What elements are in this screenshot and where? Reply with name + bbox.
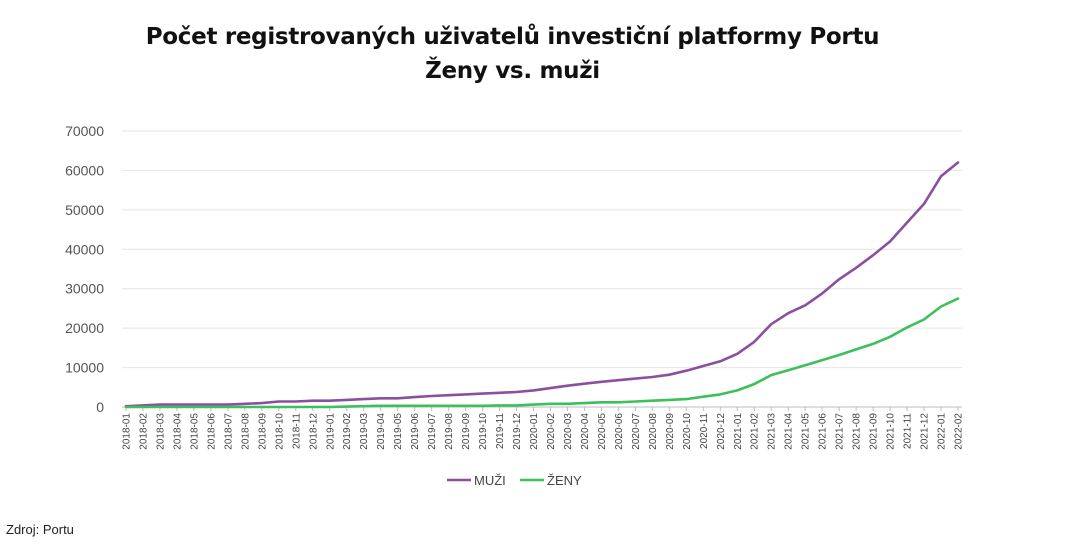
x-tick-label: 2018-03: [155, 413, 166, 450]
x-tick-label: 2019-02: [342, 413, 353, 450]
x-tick-label: 2020-05: [597, 413, 608, 450]
x-tick-label: 2021-08: [852, 413, 863, 450]
x-tick-label: 2020-01: [529, 413, 540, 450]
x-tick-label: 2019-12: [512, 413, 523, 450]
x-tick-label: 2018-08: [240, 413, 251, 450]
x-tick-label: 2019-03: [359, 413, 370, 450]
x-tick-label: 2021-11: [903, 413, 914, 449]
x-tick-label: 2021-03: [767, 413, 778, 450]
x-tick-label: 2020-10: [682, 413, 693, 450]
x-tick-label: 2021-05: [801, 413, 812, 450]
x-tick-label: 2018-05: [189, 413, 200, 450]
x-tick-label: 2018-02: [138, 413, 149, 450]
x-tick-label: 2022-01: [937, 413, 948, 450]
x-tick-label: 2019-04: [376, 413, 387, 450]
x-tick-label: 2019-06: [410, 413, 421, 450]
x-tick-label: 2020-08: [648, 413, 659, 450]
y-tick-label: 70000: [65, 123, 104, 139]
series-line-muži: [124, 161, 960, 408]
x-tick-label: 2019-08: [444, 413, 455, 450]
x-tick-label: 2020-09: [665, 413, 676, 450]
x-tick-label: 2019-10: [478, 413, 489, 450]
x-tick-label: 2021-07: [835, 413, 846, 450]
source-note: Zdroj: Portu: [6, 522, 74, 537]
x-tick-label: 2020-07: [631, 413, 642, 450]
chart-subtitle: Ženy vs. muži: [425, 58, 600, 84]
x-tick-label: 2020-11: [699, 413, 710, 449]
x-tick-label: 2020-12: [716, 413, 727, 450]
x-tick-label: 2021-04: [784, 413, 795, 450]
x-tick-label: 2021-10: [886, 413, 897, 450]
y-tick-label: 30000: [65, 281, 104, 297]
y-tick-label: 50000: [65, 202, 104, 218]
x-tick-label: 2018-11: [291, 413, 302, 449]
x-tick-label: 2019-11: [495, 413, 506, 449]
x-tick-label: 2018-07: [223, 413, 234, 450]
x-tick-label: 2019-01: [325, 413, 336, 450]
x-tick-label: 2019-09: [461, 413, 472, 450]
x-tick-label: 2021-01: [733, 413, 744, 450]
x-tick-label: 2019-07: [427, 413, 438, 450]
x-tick-label: 2022-02: [954, 413, 965, 450]
y-tick-label: 40000: [65, 241, 104, 257]
x-tick-label: 2020-02: [546, 413, 557, 450]
y-tick-label: 60000: [65, 162, 104, 178]
series-line-ženy: [124, 297, 960, 409]
legend-label: MUŽI: [474, 473, 506, 488]
x-tick-label: 2018-01: [122, 413, 133, 450]
y-tick-label: 10000: [65, 360, 104, 376]
y-tick-label: 0: [96, 399, 104, 415]
x-tick-label: 2020-03: [563, 413, 574, 450]
x-tick-label: 2021-09: [869, 413, 880, 450]
x-tick-label: 2021-12: [920, 413, 931, 450]
x-tick-label: 2020-04: [580, 413, 591, 450]
chart-title: Počet registrovaných uživatelů investičn…: [145, 24, 880, 50]
x-tick-label: 2018-12: [308, 413, 319, 450]
x-tick-label: 2019-05: [393, 413, 404, 450]
x-tick-label: 2018-10: [274, 413, 285, 450]
x-tick-label: 2020-06: [614, 413, 625, 450]
chart-title-block: Počet registrovaných uživatelů investičn…: [0, 20, 1025, 88]
x-tick-label: 2018-04: [172, 413, 183, 450]
x-tick-label: 2021-06: [818, 413, 829, 450]
x-tick-label: 2018-06: [206, 413, 217, 450]
x-tick-label: 2021-02: [750, 413, 761, 450]
legend-label: ŽENY: [547, 473, 582, 488]
x-tick-label: 2018-09: [257, 413, 268, 450]
y-tick-label: 20000: [65, 320, 104, 336]
